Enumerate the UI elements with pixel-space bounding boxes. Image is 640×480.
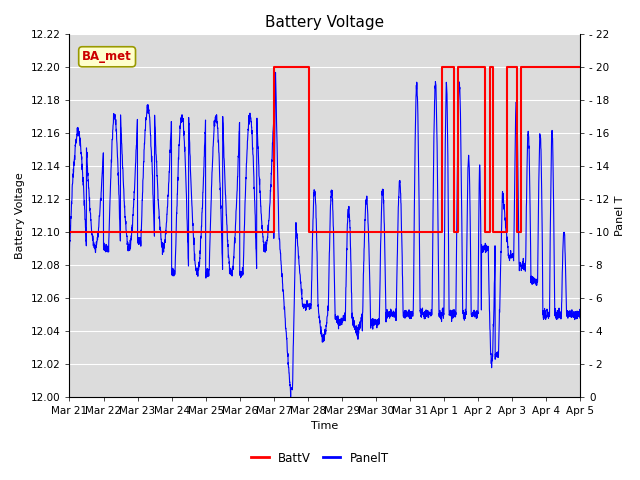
Y-axis label: Battery Voltage: Battery Voltage [15, 172, 25, 259]
Title: Battery Voltage: Battery Voltage [265, 15, 385, 30]
Text: BA_met: BA_met [82, 50, 132, 63]
X-axis label: Time: Time [311, 421, 339, 432]
Legend: BattV, PanelT: BattV, PanelT [246, 447, 394, 469]
Y-axis label: Panel T: Panel T [615, 195, 625, 236]
